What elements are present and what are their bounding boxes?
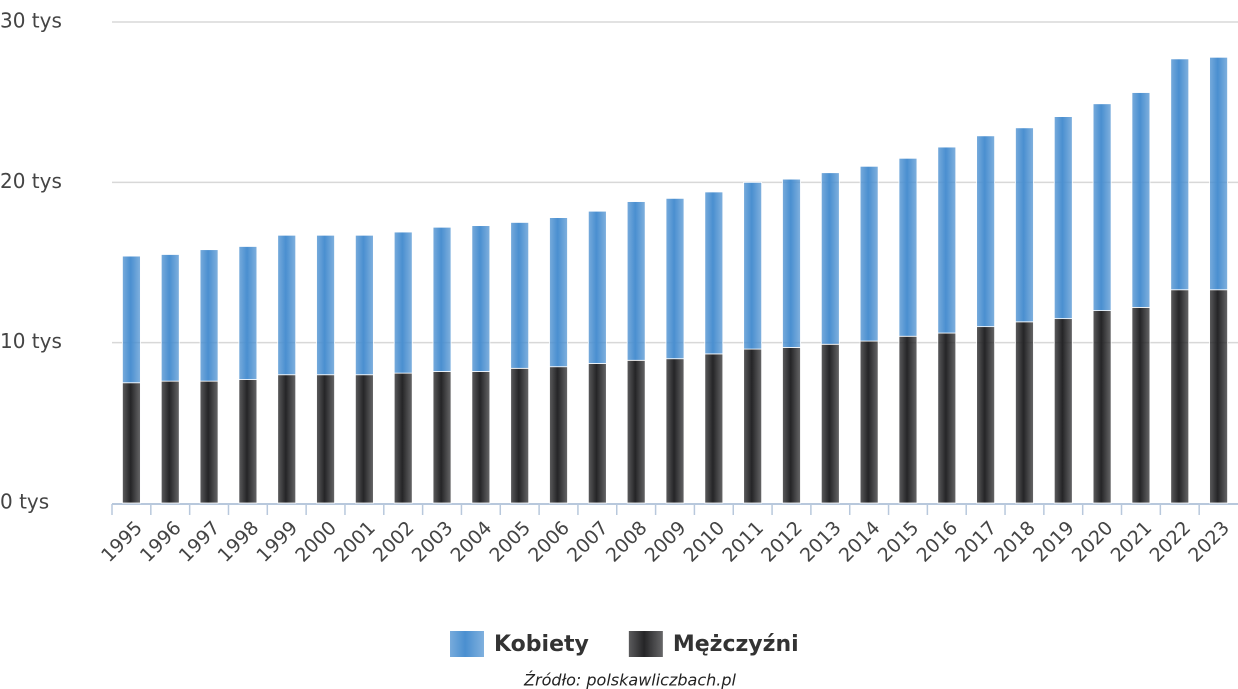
bar-segment <box>160 380 180 504</box>
bar-segment <box>1092 310 1112 504</box>
x-tick-label: 2001 <box>330 517 380 567</box>
bar-segment <box>238 246 258 380</box>
bar-segment <box>1170 289 1190 504</box>
bar-segment <box>1092 103 1112 311</box>
bar-segment <box>1131 306 1151 504</box>
x-tick-label: 2018 <box>990 517 1040 567</box>
x-tick-label: 2012 <box>757 517 807 567</box>
x-tick-label: 2019 <box>1029 517 1079 567</box>
bar-segment <box>238 379 258 504</box>
bar-segment <box>1015 321 1034 504</box>
bar-segment <box>199 249 219 382</box>
bar-segment <box>626 359 646 504</box>
x-tick-label: 2016 <box>912 517 962 567</box>
x-tick-label: 2006 <box>524 517 574 567</box>
x-tick-label: 2017 <box>951 517 1001 567</box>
bar-segment <box>1053 116 1073 320</box>
bar-segment <box>626 201 646 361</box>
bar-segment <box>743 348 763 504</box>
bar-segment <box>976 326 996 504</box>
bar-segment <box>122 255 141 384</box>
bar-segment <box>704 353 724 504</box>
bar-segment <box>1015 127 1034 323</box>
bar-segment <box>898 157 918 337</box>
bar-segment <box>354 234 374 376</box>
bar-segment <box>859 165 879 342</box>
x-tick-label: 1998 <box>214 517 264 567</box>
y-tick-label: 20 tys <box>0 169 62 193</box>
bar-segment <box>976 135 996 328</box>
x-tick-label: 1999 <box>252 517 302 567</box>
bar-segment <box>432 371 452 504</box>
bar-segment <box>1170 58 1190 291</box>
x-tick-label: 2020 <box>1068 517 1118 567</box>
x-tick-label: 2000 <box>291 517 341 567</box>
x-tick-label: 2014 <box>835 517 885 567</box>
legend-label: Kobiety <box>494 632 589 657</box>
x-tick-label: 2004 <box>447 517 497 567</box>
legend-label: Mężczyźni <box>673 632 799 657</box>
x-tick-label: 2010 <box>680 517 730 567</box>
source: Źródło: polskawliczbach.pl <box>523 671 736 689</box>
x-tick-label: 2015 <box>874 517 924 567</box>
x-tick-label: 2022 <box>1145 517 1195 567</box>
x-tick-label: 2003 <box>408 517 458 567</box>
bar-segment <box>820 343 840 504</box>
bar-segment <box>471 371 491 504</box>
bar-segment <box>316 234 335 376</box>
bar-segment <box>859 340 879 504</box>
x-tick-label: 2023 <box>1184 517 1234 567</box>
bar-segment <box>665 197 685 360</box>
bar-segment <box>665 358 685 504</box>
bar-segment <box>937 146 957 334</box>
bar-segment <box>782 178 801 348</box>
legend-swatch <box>450 631 484 657</box>
bar-segment <box>898 335 918 504</box>
bar-segment <box>510 222 530 369</box>
bar-segment <box>199 380 219 504</box>
x-tick-label: 2007 <box>563 517 613 567</box>
bar-segment <box>587 363 607 504</box>
bar-segment <box>1053 318 1073 504</box>
bar-segment <box>549 366 568 504</box>
legend-swatch <box>628 631 663 657</box>
x-tick-label: 1996 <box>136 517 186 567</box>
x-tick-label: 2005 <box>485 517 535 567</box>
bar-segment <box>937 332 957 504</box>
x-tick-label: 2009 <box>641 517 691 567</box>
bar-segment <box>510 367 530 504</box>
y-tick-label: 30 tys <box>0 9 62 33</box>
bar-segment <box>743 181 763 350</box>
bar-segment <box>587 210 607 364</box>
x-tick-label: 2013 <box>796 517 846 567</box>
bar-segment <box>1131 92 1151 308</box>
bar-segment <box>160 254 180 382</box>
bar-segment <box>277 234 297 376</box>
x-tick-label: 1997 <box>175 517 225 567</box>
x-tick-label: 2008 <box>602 517 652 567</box>
bar-segment <box>432 226 452 372</box>
bar-segment <box>354 374 374 504</box>
x-tick-label: 1995 <box>97 517 147 567</box>
bar-segment <box>1209 56 1228 291</box>
x-tick-label: 2002 <box>369 517 419 567</box>
bar-segment <box>393 231 413 374</box>
x-tick-label: 2021 <box>1107 517 1157 567</box>
x-tick-label: 2011 <box>718 517 768 567</box>
bar-segment <box>549 217 568 368</box>
bar-segment <box>782 347 801 504</box>
bar-segment <box>820 172 840 345</box>
bar-segment <box>393 372 413 504</box>
bar-segment <box>1209 289 1228 504</box>
bar-segment <box>277 374 297 504</box>
bar-segment <box>704 191 724 355</box>
y-tick-label: 10 tys <box>0 329 62 353</box>
bar-segment <box>316 374 335 504</box>
y-tick-label: 0 tys <box>0 490 49 514</box>
bar-segment <box>122 382 141 504</box>
bar-segment <box>471 225 491 372</box>
